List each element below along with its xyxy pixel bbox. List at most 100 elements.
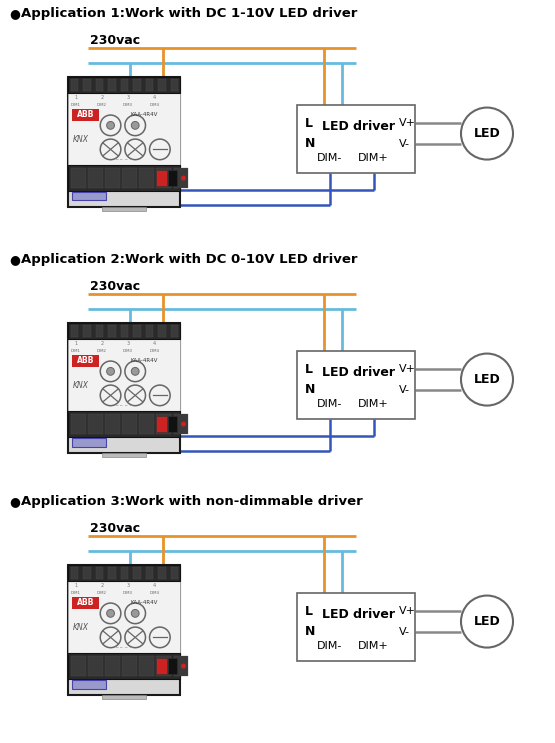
Bar [297, 351, 415, 419]
Bar [139, 656, 154, 676]
Bar [133, 79, 141, 91]
Text: DIM1: DIM1 [71, 348, 81, 353]
Text: KAA-4R4V: KAA-4R4V [130, 112, 158, 117]
Text: ●: ● [9, 496, 20, 508]
Text: DIM1: DIM1 [71, 103, 81, 106]
Bar [133, 566, 141, 579]
Text: LED: LED [473, 373, 501, 386]
Text: ABB: ABB [77, 357, 94, 366]
Text: DIM2: DIM2 [97, 348, 107, 353]
Bar [71, 168, 85, 188]
Bar [68, 580, 180, 653]
Text: DIM4: DIM4 [149, 348, 159, 353]
Bar [158, 566, 166, 579]
Bar [297, 105, 415, 173]
Text: LED driver: LED driver [322, 609, 395, 621]
Text: KAA-4R4V: KAA-4R4V [130, 600, 158, 606]
Text: DIM+: DIM+ [359, 641, 389, 651]
Text: N: N [305, 137, 315, 150]
Bar [68, 77, 180, 93]
Bar [71, 325, 78, 337]
Bar [72, 680, 105, 689]
Bar [68, 323, 180, 453]
Text: Application 1:Work with DC 1-10V LED driver: Application 1:Work with DC 1-10V LED dri… [21, 7, 357, 21]
Bar [122, 656, 137, 676]
Circle shape [132, 121, 139, 129]
Text: LED driver: LED driver [322, 366, 395, 379]
Bar [121, 566, 128, 579]
Bar [122, 168, 137, 188]
Bar [102, 453, 147, 457]
Text: Application 3:Work with non-dimmable driver: Application 3:Work with non-dimmable dri… [21, 496, 363, 508]
Text: 1: 1 [74, 95, 78, 100]
Bar [68, 166, 180, 191]
Text: 3: 3 [127, 341, 130, 346]
Bar [105, 656, 120, 676]
Bar [72, 438, 105, 447]
Text: DIM2: DIM2 [97, 591, 107, 594]
Text: 230vac: 230vac [90, 33, 140, 47]
Bar [168, 658, 176, 675]
Text: 2: 2 [100, 341, 104, 346]
Bar [121, 79, 128, 91]
Bar [122, 414, 137, 434]
Text: N: N [305, 383, 315, 396]
Bar [108, 566, 116, 579]
Bar [139, 168, 154, 188]
Text: LED: LED [473, 615, 501, 628]
Text: DIM+: DIM+ [359, 153, 389, 163]
Text: V-: V- [398, 627, 410, 637]
Text: V+: V+ [398, 364, 416, 374]
Text: 3: 3 [127, 95, 130, 100]
Bar [68, 653, 180, 679]
Bar [171, 566, 178, 579]
Text: DIM4: DIM4 [149, 103, 159, 106]
Text: 4: 4 [153, 95, 156, 100]
Bar [157, 658, 166, 675]
Text: 1: 1 [74, 341, 78, 346]
Bar [71, 414, 85, 434]
Text: KAA-4R4V: KAA-4R4V [130, 358, 158, 363]
Bar [171, 325, 178, 337]
Circle shape [132, 368, 139, 375]
Text: 230vac: 230vac [90, 279, 140, 293]
Bar [96, 79, 103, 91]
Bar [157, 168, 171, 188]
Bar [174, 656, 188, 676]
Circle shape [181, 421, 186, 426]
Text: N: N [305, 626, 315, 638]
Text: Application 2:Work with DC 0-10V LED driver: Application 2:Work with DC 0-10V LED dri… [21, 253, 357, 267]
Bar [297, 593, 415, 661]
Bar [157, 414, 171, 434]
Text: ─  ─  ─  ─: ─ ─ ─ ─ [115, 158, 133, 162]
Text: ─  ─  ─  ─: ─ ─ ─ ─ [115, 404, 133, 409]
Bar [83, 79, 91, 91]
Bar [146, 566, 153, 579]
Text: ●: ● [9, 7, 20, 21]
Text: DIM3: DIM3 [123, 348, 133, 353]
Text: V+: V+ [398, 118, 416, 129]
Bar [102, 695, 147, 699]
Bar [88, 414, 103, 434]
Bar [71, 656, 85, 676]
Text: 2: 2 [100, 95, 104, 100]
Bar [72, 597, 99, 609]
Bar [72, 192, 105, 201]
Text: LED driver: LED driver [322, 120, 395, 133]
Bar [68, 339, 180, 412]
Bar [105, 168, 120, 188]
Text: KNX: KNX [73, 381, 89, 390]
Bar [174, 414, 188, 434]
Text: KNX: KNX [73, 135, 89, 144]
Text: 230vac: 230vac [90, 522, 140, 534]
Text: DIM-: DIM- [317, 153, 343, 163]
Text: DIM+: DIM+ [359, 399, 389, 409]
Bar [68, 565, 180, 580]
Bar [157, 656, 171, 676]
Text: 1: 1 [74, 583, 78, 588]
Bar [158, 325, 166, 337]
Text: ─  ─  ─  ─: ─ ─ ─ ─ [115, 646, 133, 650]
Text: L: L [305, 117, 313, 130]
Bar [72, 354, 99, 367]
Text: LED: LED [473, 127, 501, 140]
